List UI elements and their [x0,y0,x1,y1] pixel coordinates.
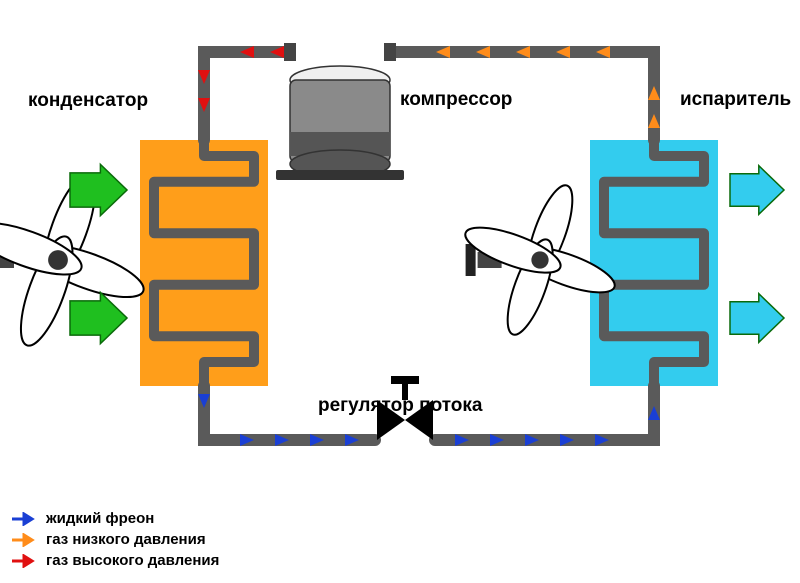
legend-highpressure: газ высокого давления [10,552,219,569]
legend-arrow-highpressure [10,554,38,568]
legend-liquid: жидкий фреон [10,510,219,527]
legend-lowpressure: газ низкого давления [10,531,219,548]
legend-arrow-liquid [10,512,38,526]
legend-arrow-lowpressure [10,533,38,547]
refrigeration-cycle-diagram [0,0,800,500]
legend-liquid-text: жидкий фреон [46,510,154,527]
regulator-label: регулятор потока [318,395,482,417]
evaporator-label: испаритель [680,89,791,111]
legend-highpressure-text: газ высокого давления [46,552,219,569]
compressor-label: компрессор [400,89,512,111]
legend: жидкий фреон газ низкого давления газ вы… [10,510,219,573]
condenser-label: конденсатор [28,90,148,112]
legend-lowpressure-text: газ низкого давления [46,531,206,548]
